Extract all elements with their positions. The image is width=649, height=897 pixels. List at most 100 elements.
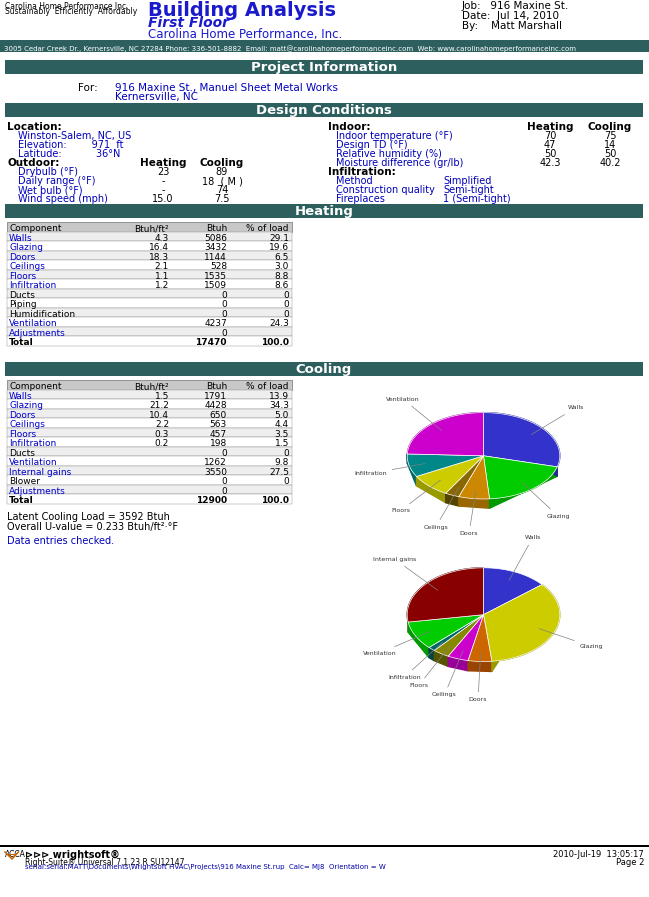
Text: 100.0: 100.0 xyxy=(261,338,289,347)
Text: Total: Total xyxy=(9,338,34,347)
Text: Moisture difference (gr/lb): Moisture difference (gr/lb) xyxy=(336,158,463,168)
Text: % of load: % of load xyxy=(247,382,289,391)
Text: Glazing: Glazing xyxy=(539,629,603,649)
Bar xyxy=(7,289,292,298)
Text: 12900: 12900 xyxy=(196,496,227,505)
Text: Ceilings: Ceilings xyxy=(432,650,463,698)
Polygon shape xyxy=(408,413,484,464)
Text: Relative humidity (%): Relative humidity (%) xyxy=(336,149,442,159)
Text: Date:  Jul 14, 2010: Date: Jul 14, 2010 xyxy=(462,11,559,21)
Text: 0: 0 xyxy=(283,448,289,457)
Text: For:: For: xyxy=(78,83,98,93)
Bar xyxy=(7,389,292,399)
Text: Infiltration: Infiltration xyxy=(9,439,56,448)
Text: Data entries checked.: Data entries checked. xyxy=(7,536,114,546)
Text: Design TD (°F): Design TD (°F) xyxy=(336,140,408,150)
Text: 1 (Semi-tight): 1 (Semi-tight) xyxy=(443,194,511,204)
Text: Walls: Walls xyxy=(532,405,584,435)
Text: Doors: Doors xyxy=(9,252,35,262)
Text: Infiltration: Infiltration xyxy=(354,464,425,476)
Text: Heating: Heating xyxy=(295,205,354,217)
Text: Overall U-value = 0.233 Btuh/ft²·°F: Overall U-value = 0.233 Btuh/ft²·°F xyxy=(7,522,178,532)
Polygon shape xyxy=(484,585,560,661)
Text: Simplified: Simplified xyxy=(443,176,491,186)
Text: 4428: 4428 xyxy=(204,401,227,410)
Text: Job:   916 Maxine St.: Job: 916 Maxine St. xyxy=(462,1,569,11)
Text: 0: 0 xyxy=(283,309,289,318)
Polygon shape xyxy=(408,623,429,658)
Text: 42.3: 42.3 xyxy=(539,158,561,168)
Text: 0: 0 xyxy=(221,477,227,486)
Text: Btuh: Btuh xyxy=(206,224,227,233)
Text: Floors: Floors xyxy=(391,480,441,513)
Text: -: - xyxy=(161,185,165,195)
Text: 6.5: 6.5 xyxy=(275,252,289,262)
Text: Winston-Salem, NC, US: Winston-Salem, NC, US xyxy=(18,131,131,141)
Text: 40.2: 40.2 xyxy=(599,158,620,168)
Bar xyxy=(7,380,292,389)
Bar xyxy=(5,60,643,74)
Polygon shape xyxy=(459,456,489,499)
Text: Latent Cooling Load = 3592 Btuh: Latent Cooling Load = 3592 Btuh xyxy=(7,512,170,522)
Polygon shape xyxy=(446,493,459,506)
Text: 0: 0 xyxy=(221,486,227,495)
Text: Ducts: Ducts xyxy=(9,448,35,457)
Text: Ventilation: Ventilation xyxy=(9,319,58,328)
Text: Elevation:        971  ft: Elevation: 971 ft xyxy=(18,140,123,150)
Polygon shape xyxy=(408,413,484,456)
Bar xyxy=(5,204,643,218)
Text: Latitude:           36°N: Latitude: 36°N xyxy=(18,149,120,159)
Bar xyxy=(7,260,292,269)
Text: 16.4: 16.4 xyxy=(149,243,169,252)
Text: 100.0: 100.0 xyxy=(261,496,289,505)
Text: Daily range (°F): Daily range (°F) xyxy=(18,176,95,186)
Bar xyxy=(7,279,292,289)
Text: Page 2: Page 2 xyxy=(616,858,644,867)
Text: Fireplaces: Fireplaces xyxy=(336,194,385,204)
Bar xyxy=(7,317,292,327)
Text: Indoor:: Indoor: xyxy=(328,122,371,132)
Text: ACCA: ACCA xyxy=(5,850,26,859)
Text: 14: 14 xyxy=(604,140,616,150)
Text: 0: 0 xyxy=(221,448,227,457)
Text: 10.4: 10.4 xyxy=(149,411,169,420)
Text: Internal gains: Internal gains xyxy=(373,557,437,590)
Text: Doors: Doors xyxy=(469,652,487,702)
Text: Building Analysis: Building Analysis xyxy=(148,1,336,20)
Text: 1262: 1262 xyxy=(204,458,227,467)
Bar xyxy=(7,308,292,317)
Text: 1.2: 1.2 xyxy=(154,281,169,290)
Text: Piping: Piping xyxy=(9,300,36,309)
Text: 13.9: 13.9 xyxy=(269,391,289,400)
Text: Heating: Heating xyxy=(140,158,186,168)
Polygon shape xyxy=(484,413,560,466)
Text: Construction quality: Construction quality xyxy=(336,185,435,195)
Text: 18  ( M ): 18 ( M ) xyxy=(202,176,243,186)
Text: 1535: 1535 xyxy=(204,272,227,281)
Text: 563: 563 xyxy=(210,420,227,429)
Text: 528: 528 xyxy=(210,262,227,271)
Text: 0: 0 xyxy=(221,300,227,309)
Text: 1.5: 1.5 xyxy=(275,439,289,448)
Text: 0: 0 xyxy=(283,300,289,309)
Bar xyxy=(5,103,643,117)
Text: Floors: Floors xyxy=(9,272,36,281)
Polygon shape xyxy=(407,568,484,632)
Text: Btuh/ft²: Btuh/ft² xyxy=(134,224,169,233)
Text: Infiltration: Infiltration xyxy=(388,642,443,680)
Text: 1.1: 1.1 xyxy=(154,272,169,281)
Text: 89: 89 xyxy=(216,167,228,177)
Bar xyxy=(7,408,292,418)
Text: Indoor temperature (°F): Indoor temperature (°F) xyxy=(336,131,453,141)
Polygon shape xyxy=(417,476,446,502)
Text: Glazing: Glazing xyxy=(9,401,43,410)
Bar xyxy=(7,241,292,250)
Text: 17470: 17470 xyxy=(195,338,227,347)
Text: Location:: Location: xyxy=(7,122,62,132)
Text: Doors: Doors xyxy=(9,411,35,420)
Text: Wet bulb (°F): Wet bulb (°F) xyxy=(18,185,82,195)
Text: 916 Maxine St., Manuel Sheet Metal Works: 916 Maxine St., Manuel Sheet Metal Works xyxy=(115,83,338,93)
Text: Infiltration:: Infiltration: xyxy=(328,167,396,177)
Polygon shape xyxy=(417,456,484,493)
Text: 21.2: 21.2 xyxy=(149,401,169,410)
